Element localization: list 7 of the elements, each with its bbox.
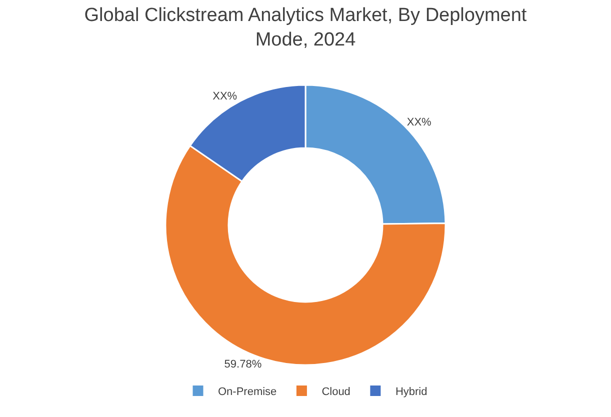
legend-label: Cloud [322,386,350,398]
data-label: XX% [406,116,432,128]
legend-label: Hybrid [395,386,428,398]
legend-label: On-Premise [218,386,277,398]
chart-title: Global Clickstream Analytics Market, By Deployment Mode, 2024 [84,4,528,51]
data-label: 59.78% [224,358,262,370]
data-label: XX% [212,90,238,102]
